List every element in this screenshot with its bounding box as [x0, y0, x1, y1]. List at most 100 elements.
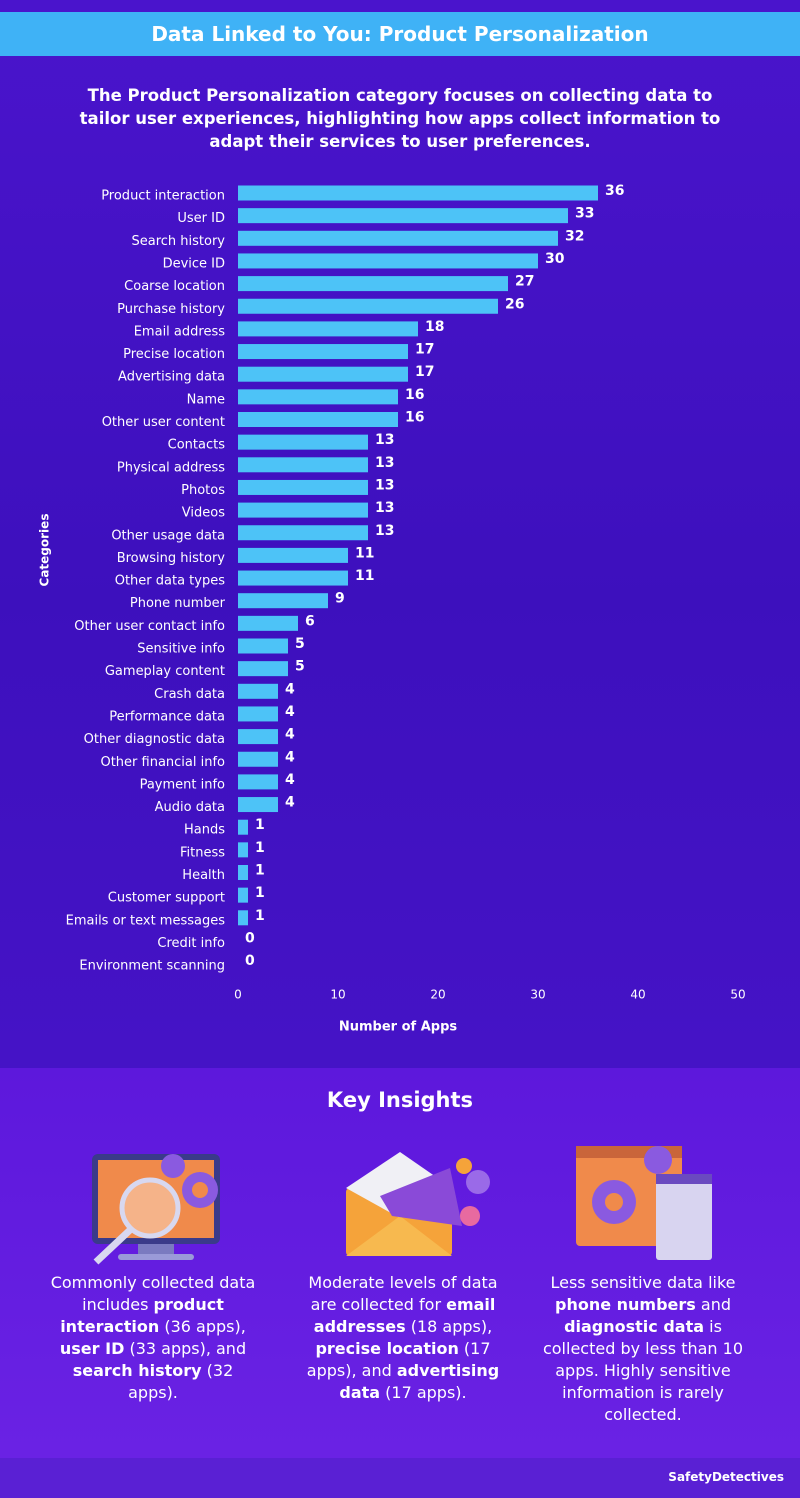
y-tick-label: Gameplay content [105, 664, 225, 679]
y-tick-label: Name [187, 392, 225, 407]
value-label: 0 [245, 930, 255, 946]
insight-segment: (18 apps), [405, 1317, 493, 1336]
bar [238, 547, 348, 563]
bar [238, 865, 248, 880]
value-label: 27 [515, 274, 534, 290]
y-tick-label: Other user content [102, 415, 225, 430]
bar [238, 638, 288, 654]
value-label: 5 [295, 636, 305, 652]
value-label: 4 [285, 704, 295, 720]
bar [238, 797, 278, 813]
bar [238, 525, 368, 541]
insight-highlight: user ID [59, 1339, 125, 1358]
y-tick-label: Hands [184, 823, 225, 838]
y-tick-label: Crash data [154, 687, 225, 702]
title-bar: Data Linked to You: Product Personalizat… [0, 12, 800, 56]
bar [238, 615, 298, 631]
bar [238, 366, 408, 382]
y-tick-label: Email address [134, 324, 226, 339]
value-label: 1 [255, 908, 265, 924]
bar [238, 819, 248, 835]
y-tick-label: Search history [131, 234, 225, 249]
bar [238, 253, 538, 269]
chart: Product interaction 36 User ID 33 Search his… [38, 183, 746, 1035]
value-label: 36 [605, 183, 624, 199]
x-tick-label: 30 [530, 988, 545, 1002]
value-label: 1 [255, 863, 265, 879]
y-tick-label: Device ID [163, 256, 225, 271]
value-label: 18 [425, 319, 444, 335]
bar [238, 683, 278, 699]
value-label: 13 [375, 477, 394, 493]
value-label: 1 [255, 885, 265, 901]
value-label: 11 [355, 568, 374, 584]
y-tick-label: Environment scanning [79, 959, 225, 974]
insight-text: Commonly collected data includes product… [48, 1272, 258, 1404]
y-tick-label: Other user contact info [74, 619, 225, 634]
value-label: 4 [285, 795, 295, 811]
y-tick-label: Coarse location [124, 279, 225, 294]
insight-highlight: diagnostic data [564, 1317, 705, 1336]
monitor-icon [92, 1154, 220, 1265]
value-label: 6 [305, 613, 315, 629]
x-tick-label: 50 [730, 988, 745, 1002]
y-tick-label: Browsing history [117, 551, 226, 566]
footer: SafetyDetectives [0, 1458, 800, 1498]
insight-segment: (32 apps). [128, 1361, 234, 1402]
insight-highlight: precise location [315, 1339, 459, 1358]
y-tick-label: Performance data [109, 709, 225, 724]
insight-segment: (36 apps), [159, 1317, 246, 1336]
value-label: 4 [285, 681, 295, 697]
y-tick-label: Other data types [115, 574, 225, 589]
x-axis-label: Number of Apps [339, 1020, 458, 1035]
insight-segment: (17 apps). [380, 1383, 467, 1402]
bar [238, 344, 408, 360]
bar [238, 434, 368, 450]
insight-highlight: search history [72, 1361, 202, 1380]
bar [238, 661, 288, 677]
value-label: 13 [375, 455, 394, 471]
insights-title: Key Insights [326, 1088, 474, 1112]
bar [238, 842, 248, 858]
value-label: 17 [415, 342, 434, 358]
value-label: 13 [375, 500, 394, 516]
insight-segment: and [695, 1295, 731, 1314]
y-tick-label: Health [182, 868, 225, 883]
value-label: 9 [335, 591, 345, 607]
x-tick-label: 20 [430, 988, 445, 1002]
y-tick-label: Fitness [180, 845, 225, 860]
y-tick-label: Other diagnostic data [84, 732, 225, 747]
insight-highlight: advertising data [339, 1361, 500, 1402]
insights-section: Key Insights Commonly co [0, 1068, 800, 1458]
y-tick-label: Payment info [140, 777, 225, 792]
bar [238, 276, 508, 292]
logo: SafetyDetectives [668, 1470, 784, 1484]
insight-highlight: email addresses [313, 1295, 496, 1336]
x-tick-label: 0 [234, 988, 242, 1002]
bar [238, 230, 558, 246]
y-tick-label: Customer support [108, 891, 225, 906]
y-tick-label: Other financial info [100, 755, 225, 770]
bar [238, 910, 248, 926]
value-label: 1 [255, 817, 265, 833]
y-tick-label: Purchase history [117, 302, 225, 317]
value-label: 4 [285, 727, 295, 743]
y-tick-label: Physical address [117, 460, 225, 475]
y-axis-label: Categories [38, 514, 52, 587]
y-tick-label: Other usage data [111, 528, 225, 543]
value-label: 26 [505, 296, 524, 312]
bar [238, 321, 418, 337]
bar [238, 298, 498, 314]
bar [238, 185, 598, 201]
y-tick-label: Photos [181, 483, 225, 498]
y-tick-label: Contacts [168, 438, 226, 453]
bar [238, 389, 398, 405]
bar [238, 593, 328, 609]
x-tick-label: 40 [630, 988, 645, 1002]
value-label: 13 [375, 523, 394, 539]
insight-segment: Moderate levels of data are collected fo… [308, 1273, 498, 1314]
insight-segment: (17 apps), and [306, 1339, 491, 1380]
value-label: 4 [285, 749, 295, 765]
bar [238, 502, 368, 518]
